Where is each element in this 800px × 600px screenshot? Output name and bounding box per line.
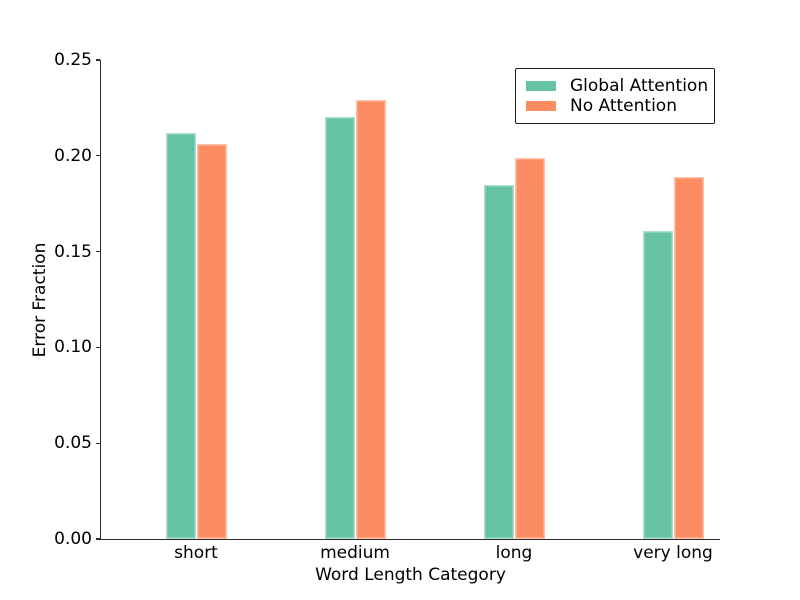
legend-item-global-attention: Global Attention [526, 76, 708, 96]
y-tick-label-0.20: 0.20 [54, 145, 92, 166]
y-tick-label-0.05: 0.05 [54, 433, 92, 454]
legend-swatch-no-attention [526, 100, 556, 112]
x-tick-label-short: short [174, 543, 218, 563]
x-axis-label: Word Length Category [315, 565, 506, 585]
bar-global-attention-long [483, 184, 514, 539]
bar-no-attention-short [196, 144, 227, 539]
y-tick-mark [95, 155, 100, 157]
x-tick-label-medium: medium [320, 543, 390, 563]
bar-global-attention-very-long [642, 230, 673, 539]
bar-no-attention-long [514, 157, 545, 539]
y-tick-mark [95, 346, 100, 348]
y-tick-label-0.15: 0.15 [54, 241, 92, 262]
y-axis-spine [99, 60, 101, 540]
legend-label-global-attention: Global Attention [570, 76, 709, 96]
y-tick-label-0.10: 0.10 [54, 337, 92, 358]
legend-swatch-global-attention [526, 80, 556, 92]
legend-item-no-attention: No Attention [526, 96, 704, 116]
legend-items: Global Attention No Attention [526, 76, 708, 116]
bar-global-attention-medium [324, 117, 355, 539]
legend-label-no-attention: No Attention [570, 96, 677, 116]
y-tick-mark [95, 538, 100, 540]
y-tick-mark [95, 59, 100, 61]
y-tick-mark [95, 251, 100, 253]
bar-no-attention-medium [355, 100, 386, 539]
x-axis-spine [99, 539, 720, 541]
y-tick-label-0.25: 0.25 [54, 50, 92, 70]
y-tick-mark [95, 442, 100, 444]
plot-area: 0.00 0.05 0.10 0.15 0.20 0.25 short medium long… [54, 50, 720, 563]
x-tick-label-long: long [495, 543, 533, 563]
legend: Global Attention No Attention [515, 68, 715, 124]
bar-no-attention-very-long [673, 176, 704, 539]
x-tick-label-very-long: very long [633, 543, 713, 563]
y-tick-label-0.00: 0.00 [54, 529, 92, 549]
bar-global-attention-short [165, 132, 196, 539]
